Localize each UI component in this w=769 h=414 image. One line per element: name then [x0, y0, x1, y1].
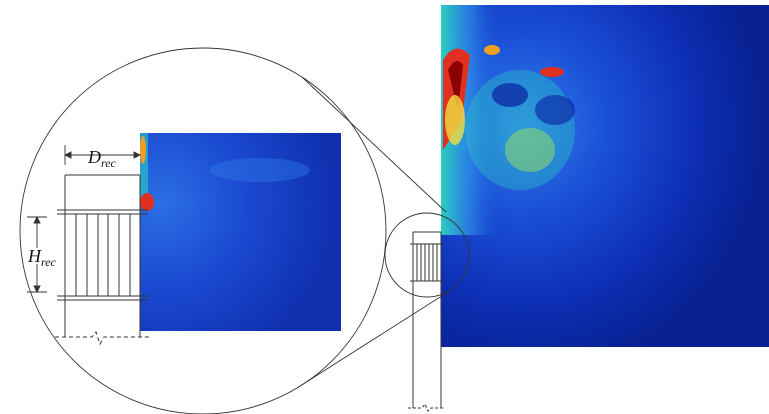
- contour-field: [441, 5, 769, 347]
- symbol: H: [27, 246, 42, 266]
- dimension-label: Drec: [87, 147, 117, 170]
- tower-zoom: [55, 175, 150, 344]
- symbol: D: [87, 147, 101, 167]
- dimension-label: Hrec: [27, 246, 57, 269]
- subscript: rec: [101, 156, 117, 170]
- figure: Drec Hrec: [0, 0, 769, 414]
- tower-small: [408, 232, 445, 411]
- subscript: rec: [41, 255, 57, 269]
- zoom-field: [140, 133, 341, 331]
- dimension-lines: [27, 145, 140, 292]
